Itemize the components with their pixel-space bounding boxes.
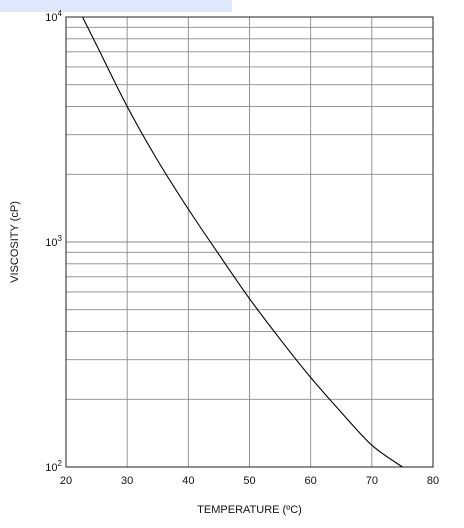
y-tick-label: 103 [45,234,62,249]
plot-frame [65,16,434,468]
x-tick-label: 40 [182,475,194,487]
x-tick-label: 80 [427,475,439,487]
top-highlight-band [0,0,232,12]
x-tick-labels: 20 30 40 50 60 70 80 [60,475,439,487]
y-tick-label: 104 [45,9,62,24]
x-tick-label: 30 [121,475,133,487]
x-tick-label: 20 [60,475,72,487]
x-tick-label: 70 [366,475,378,487]
x-tick-label: 60 [305,475,317,487]
viscosity-curve [82,16,403,468]
series [82,16,403,468]
y-tick-labels: 102 103 104 [45,9,62,474]
x-tick-label: 50 [243,475,255,487]
grid [66,17,433,467]
y-axis-label: VISCOSITY (cP) [9,201,21,283]
y-tick-label: 102 [45,459,62,474]
x-axis-label: TEMPERATURE (ºC) [197,504,302,516]
